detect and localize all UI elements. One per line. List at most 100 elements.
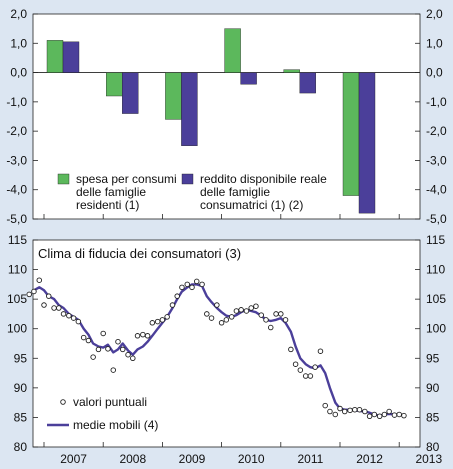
point-value <box>347 407 353 414</box>
point-value <box>60 311 67 317</box>
point-value <box>228 314 235 320</box>
point-value <box>356 406 363 413</box>
top-ytick-label-right: 2,0 <box>426 7 443 21</box>
point-value <box>204 311 210 317</box>
point-value <box>341 408 348 415</box>
x-label-2008: 2008 <box>119 452 146 466</box>
legend-spesa-line1: spesa per consumi <box>76 172 177 186</box>
top-panel: 2,0 1,0 0,0 -1,0 -2,0 -3,0 -4,0 -5,0 2,0 1,0 0,0 -… <box>6 7 447 226</box>
legend-point-marker <box>60 399 66 405</box>
point-value <box>258 312 265 318</box>
legend-spesa-line2: delle famiglie <box>76 185 146 199</box>
legend-point-label: valori puntuali <box>73 395 147 409</box>
top-ytick-label-left: -3,0 <box>6 153 27 167</box>
bottom-ytick-label-left: 110 <box>8 263 27 277</box>
point-value <box>366 413 373 419</box>
point-value <box>214 302 220 308</box>
top-x-ticks <box>43 214 400 219</box>
point-value <box>179 284 185 291</box>
x-label-2010: 2010 <box>238 452 265 466</box>
point-value <box>322 402 328 409</box>
bar-2011-reddito <box>299 72 316 94</box>
point-value <box>31 288 37 295</box>
top-ytick-label-left: 2,0 <box>10 7 27 21</box>
bar-2010-reddito <box>240 72 257 85</box>
x-label-2009: 2009 <box>179 452 206 466</box>
top-ytick-label-left: -2,0 <box>6 124 27 138</box>
bar-2010-spesa <box>224 28 241 73</box>
point-value <box>288 346 294 353</box>
point-value <box>233 308 240 314</box>
point-value <box>337 405 343 412</box>
point-value <box>189 284 195 291</box>
point-value <box>199 281 205 288</box>
point-value <box>184 281 191 288</box>
point-value <box>115 338 121 345</box>
point-value <box>208 315 215 321</box>
bottom-ytick-label-left: 105 <box>7 292 27 306</box>
point-value <box>263 317 269 323</box>
point-value <box>302 373 309 379</box>
legend-reddito-line3: consumatrici (1) (2) <box>200 198 303 212</box>
point-value <box>26 291 32 298</box>
point-value <box>292 361 299 367</box>
point-value <box>85 337 92 344</box>
bottom-ytick-label-right: 80 <box>426 440 440 454</box>
bottom-ytick-label-right: 90 <box>426 381 440 395</box>
point-value <box>297 367 304 373</box>
point-value <box>100 330 106 337</box>
point-value <box>273 311 279 317</box>
bottom-plot-area <box>32 239 421 448</box>
point-value <box>119 346 126 353</box>
bottom-legend: valori puntuali medie mobili (4) <box>47 395 158 432</box>
point-value <box>278 311 284 317</box>
point-value <box>134 333 141 339</box>
point-value <box>312 364 318 370</box>
top-y-axis-left: 2,0 1,0 0,0 -1,0 -2,0 -3,0 -4,0 -5,0 <box>6 7 38 226</box>
point-value <box>317 348 324 354</box>
bottom-ytick-label-right: 105 <box>426 292 446 306</box>
point-value <box>376 413 383 419</box>
bar-2012-spesa <box>342 72 360 196</box>
point-value <box>174 293 180 299</box>
top-ytick-label-left: 1,0 <box>10 36 27 50</box>
bottom-ytick-label-right: 95 <box>426 351 440 365</box>
point-value <box>352 406 358 413</box>
point-value <box>332 411 339 418</box>
bottom-ytick-label-left: 100 <box>7 322 27 336</box>
point-value <box>371 411 378 418</box>
bar-2011-spesa <box>283 69 300 73</box>
bar-2007-reddito <box>62 41 80 73</box>
top-ytick-label-right: -3,0 <box>426 153 447 167</box>
point-value <box>169 302 176 308</box>
bottom-ytick-label-left: 115 <box>8 233 27 247</box>
point-value <box>396 411 402 418</box>
top-bars <box>46 28 376 214</box>
bottom-x-ticks <box>43 442 400 447</box>
top-ytick-label-left: -4,0 <box>6 183 27 197</box>
point-value <box>90 354 96 360</box>
point-value <box>307 373 314 379</box>
point-value <box>56 305 62 311</box>
point-value <box>130 355 136 362</box>
legend-reddito-line2: delle famiglie <box>200 185 270 199</box>
point-value <box>253 303 259 309</box>
x-label-2007: 2007 <box>60 452 87 466</box>
point-value <box>51 305 57 311</box>
point-value <box>238 307 244 313</box>
x-axis-year-labels: 2007 2008 2009 2010 2011 2012 2013 <box>60 452 442 466</box>
bottom-panel: Clima di fiducia dei consumatori (3) 115… <box>7 233 446 454</box>
point-value <box>75 318 82 325</box>
point-values-series <box>26 277 407 419</box>
bottom-ytick-label-right: 85 <box>426 410 440 424</box>
point-value <box>218 320 225 326</box>
x-label-2011: 2011 <box>297 452 323 466</box>
point-value <box>80 334 87 341</box>
point-value <box>105 346 111 352</box>
point-value <box>159 317 166 323</box>
point-value <box>193 278 200 285</box>
bottom-ytick-label-right: 110 <box>426 263 445 277</box>
legend-line-label: medie mobili (4) <box>73 418 158 432</box>
bottom-ytick-label-left: 85 <box>14 410 28 424</box>
